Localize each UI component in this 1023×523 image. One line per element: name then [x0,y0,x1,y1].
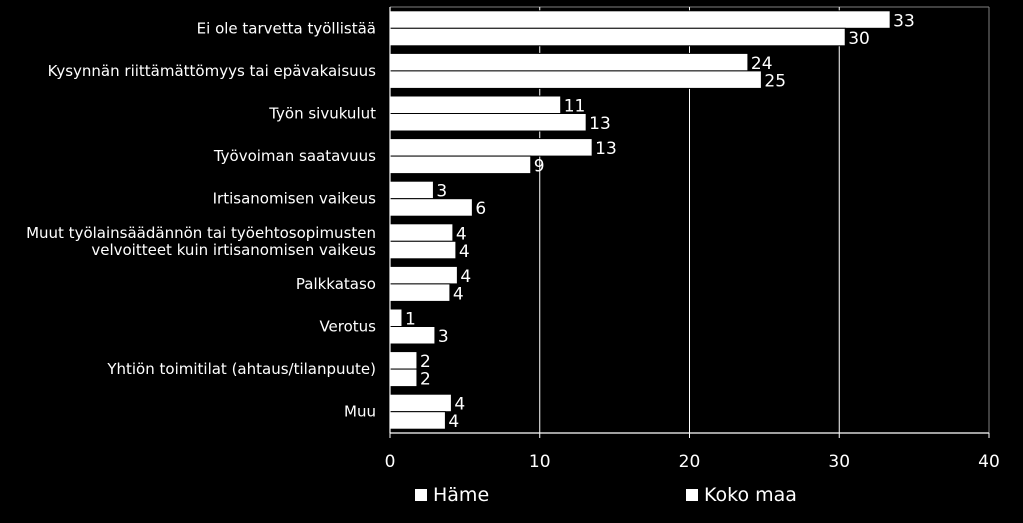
data-label: 30 [848,29,870,49]
category-label: Verotus [319,318,376,336]
x-tick-label: 40 [978,452,1000,470]
bar-koko-maa [389,326,436,345]
category-label: Yhtiön toimitilat (ahtaus/tilanpuute) [106,360,376,378]
x-tick-label: 10 [529,452,551,470]
data-label: 13 [595,139,617,159]
bar-hame [389,138,593,157]
data-label: 4 [448,412,459,432]
category-label: Palkkataso [296,275,376,293]
bar-hame [389,10,891,29]
legend-label-hame: Häme [433,484,490,506]
bar-hame [389,308,403,327]
x-tick-label: 30 [828,452,850,470]
category-group: 44 [389,265,471,304]
category-label: Kysynnän riittämättömyys tai epävakaisuu… [48,62,377,80]
bar-koko-maa [389,155,532,175]
bar-hame [389,393,452,413]
category-label: Muut työlainsäädännön tai työehtosopimus… [26,224,376,242]
data-label: 4 [453,284,464,304]
x-tick-label: 20 [679,452,701,470]
category-label: velvoitteet kuin irtisanomisen vaikeus [91,241,376,259]
legend-swatch-hame [415,489,427,501]
bar-koko-maa [389,27,846,47]
data-label: 6 [475,199,486,219]
category-label: Työvoiman saatavuus [213,147,376,165]
bar-hame [389,265,458,285]
data-label: 4 [460,267,471,287]
bar-koko-maa [389,283,451,302]
data-label: 4 [454,395,465,415]
data-label: 13 [589,114,611,134]
category-label: Irtisanomisen vaikeus [213,190,377,208]
data-label: 3 [436,182,447,202]
legend-swatch-koko-maa [686,489,698,501]
category-group: 33 30 [389,10,915,49]
bar-koko-maa [389,240,457,260]
category-label: Ei ole tarvetta työllistää [197,19,376,37]
legend-item-hame: Häme [415,484,489,506]
category-group: 44 [389,223,470,262]
legend-label-koko-maa: Koko maa [704,484,797,506]
category-group: 13 9 [389,138,617,177]
data-label: 33 [893,11,915,31]
data-label: 2 [420,370,431,390]
data-label: 9 [534,157,545,177]
category-group: 13 [389,308,449,347]
bar-hame [389,95,562,114]
bar-hame [389,180,434,200]
data-label: 4 [456,224,467,244]
data-label: 2 [420,352,431,372]
bar-koko-maa [389,411,446,430]
category-group: 22 [389,351,431,390]
category-group: 36 [389,180,486,219]
data-label: 24 [751,54,773,74]
bar-hame [389,351,418,370]
data-label: 3 [438,327,449,347]
category-label: Muu [344,403,376,421]
bar-koko-maa [389,198,473,217]
data-label: 11 [564,97,586,117]
bar-hame [389,52,749,72]
bar-koko-maa [389,70,762,89]
data-label: 25 [764,71,786,91]
data-label: 4 [459,242,470,262]
bar-koko-maa [389,113,587,132]
x-tick-label: 0 [385,452,396,470]
bar-koko-maa [389,368,418,388]
category-label: Työn sivukulut [268,105,376,123]
bar-hame [389,223,454,242]
legend-item-koko-maa: Koko maa [686,484,797,506]
category-group: 44 [389,393,465,432]
data-label: 1 [405,310,416,330]
